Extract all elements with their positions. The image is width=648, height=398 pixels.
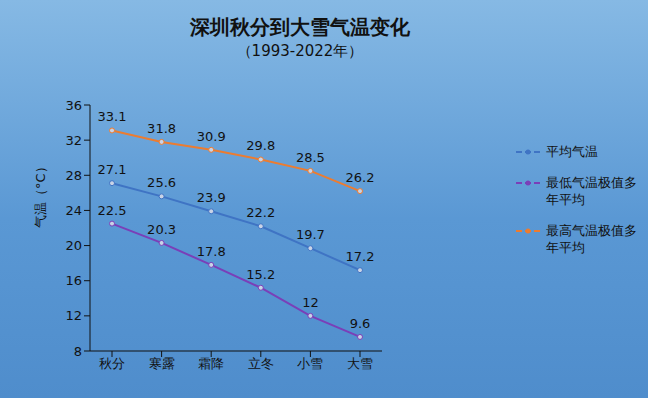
- svg-text:16: 16: [65, 273, 82, 288]
- svg-text:20: 20: [65, 238, 82, 253]
- svg-text:12: 12: [302, 295, 319, 310]
- svg-text:26.2: 26.2: [346, 170, 375, 185]
- svg-text:28: 28: [65, 168, 82, 183]
- svg-text:9.6: 9.6: [350, 316, 371, 331]
- svg-text:霜降: 霜降: [198, 356, 224, 371]
- svg-text:秋分: 秋分: [99, 356, 125, 371]
- svg-text:22.2: 22.2: [246, 205, 275, 220]
- svg-text:32: 32: [65, 133, 82, 148]
- svg-text:19.7: 19.7: [296, 227, 325, 242]
- svg-text:立冬: 立冬: [248, 356, 274, 371]
- svg-text:23.9: 23.9: [197, 190, 226, 205]
- svg-text:31.8: 31.8: [147, 121, 176, 136]
- svg-text:36: 36: [65, 98, 82, 113]
- svg-text:17.8: 17.8: [197, 244, 226, 259]
- svg-text:29.8: 29.8: [246, 138, 275, 153]
- svg-text:28.5: 28.5: [296, 150, 325, 165]
- html-text:（1993-2022年）: （1993-2022年）: [236, 42, 364, 60]
- svg-text:气温（°C）: 气温（°C）: [33, 160, 48, 228]
- svg-text:22.5: 22.5: [98, 203, 127, 218]
- svg-text:24: 24: [65, 203, 82, 218]
- svg-text:20.3: 20.3: [147, 222, 176, 237]
- svg-text:17.2: 17.2: [346, 249, 375, 264]
- svg-text:25.6: 25.6: [147, 175, 176, 190]
- svg-text:27.1: 27.1: [98, 162, 127, 177]
- html-text:深圳秋分到大雪气温变化: 深圳秋分到大雪气温变化: [190, 15, 410, 39]
- html-text:最高气温极值多年平均: 最高气温极值多年平均: [546, 222, 637, 255]
- svg-text:小雪: 小雪: [297, 356, 323, 371]
- html-text:平均气温: 平均气温: [546, 143, 598, 159]
- svg-text:8: 8: [74, 344, 82, 359]
- svg-text:大雪: 大雪: [347, 356, 373, 371]
- html-text:最低气温极值多年平均: 最低气温极值多年平均: [546, 174, 637, 207]
- svg-text:33.1: 33.1: [98, 109, 127, 124]
- svg-text:寒露: 寒露: [149, 356, 175, 371]
- svg-text:15.2: 15.2: [246, 267, 275, 282]
- svg-text:12: 12: [65, 308, 82, 323]
- svg-text:30.9: 30.9: [197, 129, 226, 144]
